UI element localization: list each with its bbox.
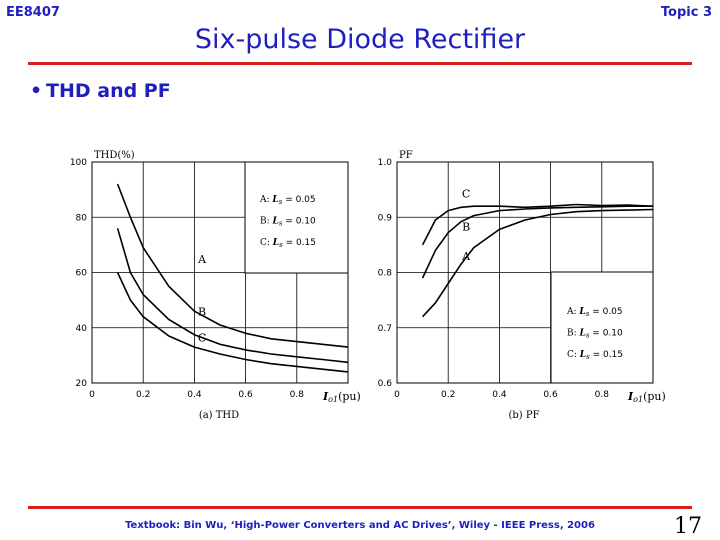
x-axis-label: Io1(pu) [322, 390, 361, 404]
legend-subscript: s [586, 353, 590, 361]
slide-title: Six-pulse Diode Rectifier [194, 24, 526, 55]
x-tick-label: 0.8 [595, 390, 610, 400]
legend-entry: A: Ls = 0.05 [259, 195, 316, 206]
legend-entry: B: Ls = 0.10 [260, 217, 316, 228]
bullet-item: • THD and PF [30, 80, 171, 102]
x-tick-label: 0 [89, 390, 95, 400]
y-tick-label: 40 [76, 324, 88, 334]
legend-box [244, 161, 349, 274]
topic-label: Topic 3 [660, 5, 712, 20]
thd-chart: A: Ls = 0.05 B: Ls = 0.10 C: Ls = 0.15 20 40… [70, 150, 361, 421]
legend-value: = 0.10 [589, 329, 623, 339]
y-tick-label: 80 [76, 213, 88, 223]
footer-divider [28, 506, 692, 509]
legend-series-label: C: [260, 238, 273, 248]
legend-subscript: s [279, 241, 283, 249]
chart-caption: (a) THD [199, 410, 239, 421]
y-tick-label: 0.7 [378, 324, 392, 334]
bullet-text: THD and PF [46, 80, 171, 102]
course-code: EE8407 [6, 5, 60, 20]
series-label-b: B [462, 221, 470, 234]
legend-series-label: A: [259, 195, 272, 205]
x-axis-symbol: I [322, 390, 329, 403]
series-label-b: B [198, 305, 206, 318]
y-tick-label: 60 [76, 269, 88, 279]
legend-series-label: A: [566, 307, 579, 317]
y-tick-label: 0.8 [378, 269, 393, 279]
legend-symbol: L [272, 238, 279, 248]
legend-symbol: L [578, 307, 585, 317]
x-axis-subscript: o1 [633, 395, 643, 404]
series-line-c [116, 272, 349, 373]
y-tick-label: 0.9 [378, 213, 393, 223]
legend-box [550, 271, 654, 384]
legend-series-label: C: [567, 350, 580, 360]
legend-value: = 0.10 [282, 217, 316, 227]
legend-value: = 0.15 [590, 350, 623, 360]
series-line-a [422, 208, 654, 318]
x-axis-unit: (pu) [338, 390, 361, 403]
y-tick-label: 1.0 [378, 158, 393, 168]
title-divider [28, 62, 692, 65]
x-axis-unit: (pu) [643, 390, 666, 403]
series-label-c: C [198, 332, 206, 345]
legend-series-label: B: [260, 217, 273, 227]
x-tick-label: 0 [394, 390, 400, 400]
x-tick-label: 0.6 [543, 390, 558, 400]
legend-entry: B: Ls = 0.10 [567, 329, 623, 340]
x-axis-label: Io1(pu) [627, 390, 666, 404]
legend-entry: C: Ls = 0.15 [567, 350, 623, 361]
x-axis-symbol: I [627, 390, 634, 403]
legend-value: = 0.05 [589, 307, 622, 317]
bullet-dot-icon: • [30, 80, 43, 102]
legend-symbol: L [271, 195, 278, 205]
legend-value: = 0.05 [282, 195, 315, 205]
legend-entry: C: Ls = 0.15 [260, 238, 316, 249]
series-line-c [421, 203, 654, 246]
series-label-a: A [461, 250, 471, 263]
legend-symbol: L [579, 350, 586, 360]
x-tick-label: 0.2 [441, 390, 455, 400]
legend-subscript: s [279, 198, 283, 206]
legend-symbol: L [272, 217, 279, 227]
series-label-c: C [462, 187, 470, 200]
series-label-a: A [197, 253, 207, 266]
y-axis-label: PF [399, 150, 413, 161]
x-tick-label: 0.6 [238, 390, 253, 400]
x-tick-label: 0.2 [136, 390, 150, 400]
legend-subscript: s [586, 310, 590, 318]
legend-symbol: L [579, 329, 586, 339]
pf-chart: A: Ls = 0.05B: Ls = 0.10C: Ls = 0.150.60… [378, 150, 666, 421]
page-number: 17 [674, 514, 702, 539]
x-tick-label: 0.4 [187, 390, 202, 400]
y-tick-label: 0.6 [378, 379, 393, 389]
y-axis-label: THD(%) [94, 150, 135, 161]
legend-series-label: B: [567, 329, 580, 339]
legend-entry: A: Ls = 0.05 [566, 307, 623, 318]
x-tick-label: 0.4 [492, 390, 507, 400]
chart-caption: (b) PF [508, 410, 539, 421]
legend-subscript: s [279, 220, 283, 228]
footer-citation: Textbook: Bin Wu, ‘High-Power Converters… [125, 520, 595, 531]
x-axis-subscript: o1 [328, 395, 338, 404]
series-line-b [421, 205, 653, 279]
legend-subscript: s [586, 332, 590, 340]
legend-value: = 0.15 [283, 238, 316, 248]
x-tick-label: 0.8 [290, 390, 305, 400]
series-line-b [116, 228, 349, 364]
series-line-a [116, 183, 349, 348]
y-tick-label: 100 [70, 158, 87, 168]
y-tick-label: 20 [76, 379, 88, 389]
